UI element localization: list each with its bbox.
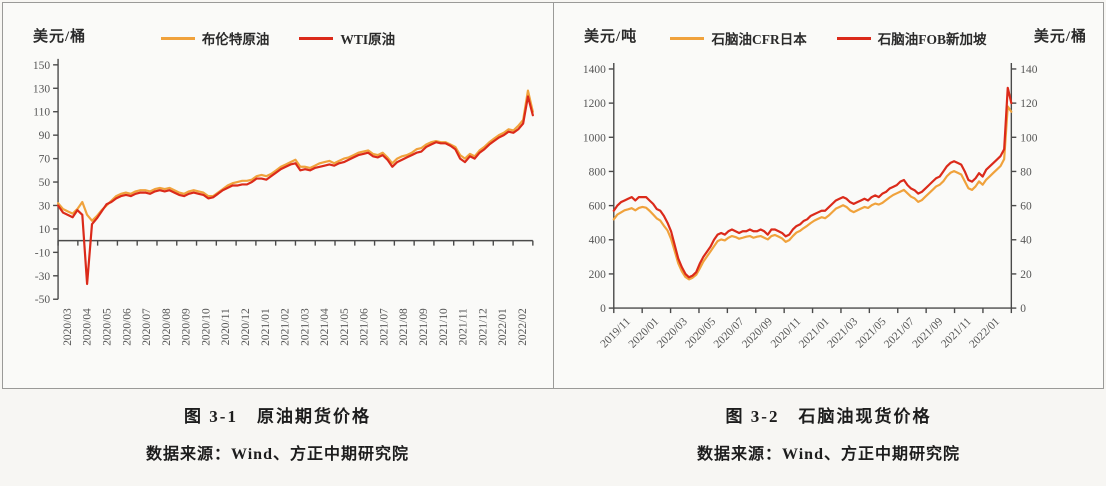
y-axis-left xyxy=(608,62,615,309)
series-line-0 xyxy=(56,89,534,222)
svg-text:2021/01: 2021/01 xyxy=(260,308,272,346)
svg-text:80: 80 xyxy=(1020,166,1032,178)
svg-text:2021/06: 2021/06 xyxy=(359,308,371,346)
svg-text:800: 800 xyxy=(589,166,606,178)
chart-panel-crude-oil-futures: 美元/桶 布伦特原油 WTI原油 150 130 110 90 70 50 30 10 -10-… xyxy=(3,3,553,388)
svg-text:20: 20 xyxy=(1020,269,1032,281)
svg-text:2022/01: 2022/01 xyxy=(497,308,509,346)
svg-text:600: 600 xyxy=(589,201,606,213)
series-line-1 xyxy=(56,95,534,286)
svg-text:1200: 1200 xyxy=(583,98,606,110)
figure-caption-right: 图 3-2 石脑油现货价格 数据来源：Wind、方正中期研究院 xyxy=(553,389,1104,485)
svg-text:2020/01: 2020/01 xyxy=(626,315,661,350)
figure-title-left: 图 3-1 原油期货价格 xyxy=(184,407,371,426)
svg-text:60: 60 xyxy=(1020,201,1032,213)
svg-text:2020/07: 2020/07 xyxy=(141,308,153,346)
svg-text:70: 70 xyxy=(39,154,51,166)
y-axis-left-labels: 1400 1200 1000 800 600 400 200 0 xyxy=(583,64,606,315)
svg-text:2020/03: 2020/03 xyxy=(62,308,74,346)
svg-text:2020/09: 2020/09 xyxy=(740,315,775,350)
svg-text:2020/10: 2020/10 xyxy=(200,308,212,346)
series-line-1 xyxy=(612,86,1013,279)
x-axis xyxy=(613,307,1013,314)
svg-text:10: 10 xyxy=(39,224,51,236)
svg-text:-30: -30 xyxy=(35,271,51,283)
svg-text:90: 90 xyxy=(39,130,51,142)
svg-text:100: 100 xyxy=(1020,132,1037,144)
svg-text:2021/07: 2021/07 xyxy=(882,315,917,350)
svg-text:110: 110 xyxy=(33,107,50,119)
svg-text:2021/03: 2021/03 xyxy=(825,315,860,350)
svg-text:2020/06: 2020/06 xyxy=(121,308,133,346)
svg-text:2020/03: 2020/03 xyxy=(655,315,690,350)
svg-text:-10: -10 xyxy=(35,247,51,259)
svg-text:2021/10: 2021/10 xyxy=(438,308,450,346)
svg-text:2020/05: 2020/05 xyxy=(102,308,114,346)
svg-text:0: 0 xyxy=(600,303,606,315)
svg-text:30: 30 xyxy=(39,200,51,212)
figure-source-right: 数据来源：Wind、方正中期研究院 xyxy=(697,446,960,463)
svg-text:150: 150 xyxy=(33,60,50,72)
svg-text:140: 140 xyxy=(1020,64,1037,76)
svg-text:40: 40 xyxy=(1020,235,1032,247)
svg-text:2021/04: 2021/04 xyxy=(319,308,331,346)
x-axis-labels: 2019/112020/012020/032020/052020/072020/… xyxy=(598,315,1002,350)
y-axis-right-labels: 140 120 100 80 60 40 20 0 xyxy=(1020,64,1037,315)
svg-text:2020/11: 2020/11 xyxy=(220,308,232,345)
svg-text:2020/09: 2020/09 xyxy=(181,308,193,346)
svg-text:400: 400 xyxy=(589,235,606,247)
svg-text:1400: 1400 xyxy=(583,64,606,76)
svg-text:2021/02: 2021/02 xyxy=(280,308,292,346)
series-line-0 xyxy=(612,105,1013,281)
svg-text:2021/12: 2021/12 xyxy=(477,308,489,346)
figure-caption-left: 图 3-1 原油期货价格 数据来源：Wind、方正中期研究院 xyxy=(2,389,553,485)
svg-text:2021/05: 2021/05 xyxy=(339,308,351,346)
svg-text:2021/08: 2021/08 xyxy=(398,308,410,346)
svg-text:2021/09: 2021/09 xyxy=(418,308,430,346)
svg-text:2022/02: 2022/02 xyxy=(517,308,529,346)
svg-text:2020/08: 2020/08 xyxy=(161,308,173,346)
svg-text:2021/09: 2021/09 xyxy=(910,315,945,350)
svg-text:2022/01: 2022/01 xyxy=(967,315,1002,350)
y-axis-right-unit-label: 美元/桶 xyxy=(1033,29,1087,45)
svg-text:50: 50 xyxy=(39,177,51,189)
svg-text:130: 130 xyxy=(33,83,50,95)
captions-row: 图 3-1 原油期货价格 数据来源：Wind、方正中期研究院 图 3-2 石脑油… xyxy=(2,389,1104,485)
svg-text:120: 120 xyxy=(1020,98,1037,110)
svg-text:0: 0 xyxy=(1020,303,1026,315)
y-axis-left-labels: 150 130 110 90 70 50 30 10 -10 -30 -50 xyxy=(33,60,50,306)
svg-text:2021/01: 2021/01 xyxy=(797,315,832,350)
svg-text:2020/07: 2020/07 xyxy=(712,315,747,350)
svg-text:2021/07: 2021/07 xyxy=(378,308,390,346)
charts-row: 美元/桶 布伦特原油 WTI原油 150 130 110 90 70 50 30 10 -10-… xyxy=(2,2,1104,389)
svg-text:2020/12: 2020/12 xyxy=(240,308,252,346)
y-axis-unit-label: 美元/桶 xyxy=(33,29,87,45)
x-axis-labels: 2020/03 2020/04 2020/05 2020/06 2020/07 2020/… xyxy=(62,308,529,346)
svg-text:1000: 1000 xyxy=(583,132,606,144)
svg-text:200: 200 xyxy=(589,269,606,281)
y-axis-left xyxy=(53,58,59,300)
figure-title-right: 图 3-2 石脑油现货价格 xyxy=(725,407,932,426)
chart-panel-naphtha-spot: 美元/吨 美元/桶 石脑油CFR日本 石脑油FOB新加坡 1400 1200 100… xyxy=(553,3,1103,388)
figure-source-left: 数据来源：Wind、方正中期研究院 xyxy=(146,446,409,463)
svg-text:2021/11: 2021/11 xyxy=(458,308,470,345)
y-axis-right xyxy=(1010,62,1017,309)
y-axis-left-unit-label: 美元/吨 xyxy=(584,29,638,45)
svg-text:2021/05: 2021/05 xyxy=(854,315,889,350)
svg-text:2020/04: 2020/04 xyxy=(82,308,94,346)
svg-text:2021/03: 2021/03 xyxy=(299,308,311,346)
naphtha-spot-chart: 1400120010008006004002000140120100806040… xyxy=(583,62,1038,351)
svg-text:2020/05: 2020/05 xyxy=(683,315,718,350)
x-axis xyxy=(57,239,534,246)
svg-text:-50: -50 xyxy=(35,294,51,306)
